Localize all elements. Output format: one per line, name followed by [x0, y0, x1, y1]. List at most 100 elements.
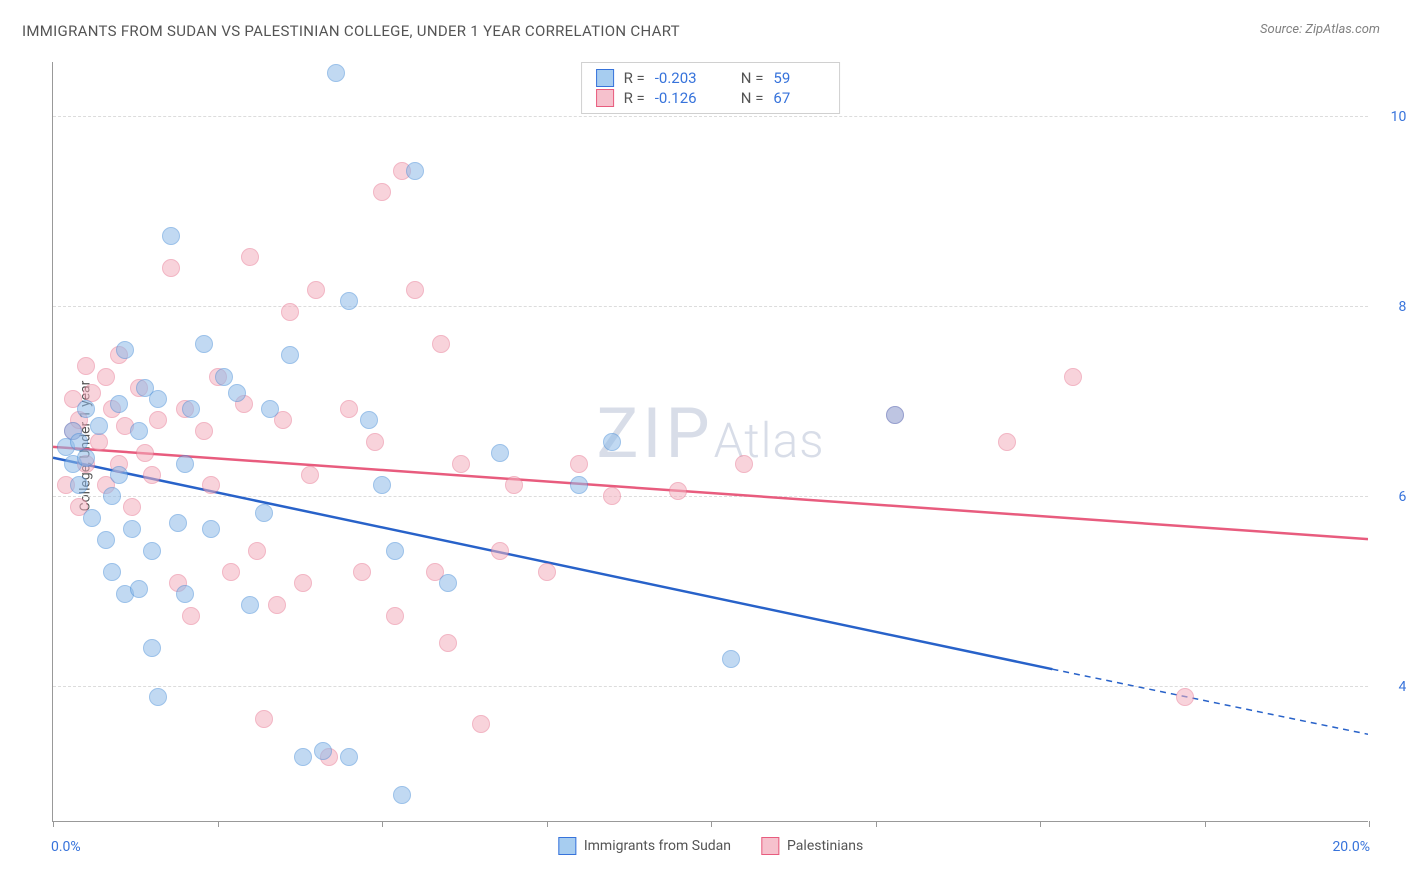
scatter-point — [1176, 688, 1194, 706]
scatter-point — [195, 335, 213, 353]
source-credit: Source: ZipAtlas.com — [1260, 22, 1380, 37]
scatter-point — [314, 742, 332, 760]
scatter-point — [202, 476, 220, 494]
scatter-point — [472, 715, 490, 733]
scatter-point — [491, 444, 509, 462]
scatter-point — [406, 281, 424, 299]
scatter-point — [162, 259, 180, 277]
scatter-point — [97, 531, 115, 549]
scatter-point — [281, 346, 299, 364]
scatter-point — [215, 368, 233, 386]
scatter-point — [195, 422, 213, 440]
scatter-point — [136, 444, 154, 462]
scatter-point — [386, 542, 404, 560]
y-tick-label: 82.5% — [1376, 299, 1406, 315]
watermark: ZIPAtlas — [596, 392, 824, 474]
scatter-point — [97, 368, 115, 386]
scatter-point — [77, 449, 95, 467]
x-tick — [1205, 821, 1206, 827]
x-tick — [1040, 821, 1041, 827]
swatch-icon — [596, 89, 614, 107]
scatter-point — [123, 520, 141, 538]
scatter-point — [130, 580, 148, 598]
scatter-point — [340, 292, 358, 310]
scatter-point — [432, 335, 450, 353]
scatter-point — [241, 596, 259, 614]
scatter-point — [169, 514, 187, 532]
scatter-point — [735, 455, 753, 473]
scatter-point — [603, 433, 621, 451]
scatter-point — [182, 400, 200, 418]
scatter-point — [373, 476, 391, 494]
scatter-point — [110, 395, 128, 413]
gridline: 82.5% — [53, 306, 1368, 307]
scatter-point — [83, 509, 101, 527]
scatter-point — [77, 400, 95, 418]
x-tick — [711, 821, 712, 827]
scatter-point — [722, 650, 740, 668]
scatter-point — [255, 504, 273, 522]
gridline: 100.0% — [53, 116, 1368, 117]
x-tick — [547, 821, 548, 827]
scatter-point — [538, 563, 556, 581]
scatter-point — [103, 563, 121, 581]
scatter-point — [241, 248, 259, 266]
x-tick — [218, 821, 219, 827]
scatter-point — [176, 455, 194, 473]
scatter-point — [406, 162, 424, 180]
scatter-point — [222, 563, 240, 581]
scatter-point — [393, 786, 411, 804]
scatter-point — [176, 585, 194, 603]
scatter-point — [327, 64, 345, 82]
scatter-point — [116, 341, 134, 359]
scatter-point — [998, 433, 1016, 451]
x-tick — [876, 821, 877, 827]
scatter-point — [570, 476, 588, 494]
scatter-point — [373, 183, 391, 201]
scatter-point — [294, 748, 312, 766]
scatter-point — [143, 542, 161, 560]
scatter-point — [603, 487, 621, 505]
scatter-point — [505, 476, 523, 494]
scatter-point — [1064, 368, 1082, 386]
scatter-point — [360, 411, 378, 429]
scatter-point — [268, 596, 286, 614]
scatter-point — [110, 466, 128, 484]
scatter-point — [340, 748, 358, 766]
legend-label: Immigrants from Sudan — [584, 838, 731, 854]
swatch-icon — [558, 837, 576, 855]
swatch-icon — [761, 837, 779, 855]
scatter-point — [149, 688, 167, 706]
scatter-point — [202, 520, 220, 538]
gridline: 65.0% — [53, 496, 1368, 497]
scatter-point — [149, 390, 167, 408]
scatter-point — [294, 574, 312, 592]
scatter-point — [439, 574, 457, 592]
scatter-point — [439, 634, 457, 652]
gridline: 47.5% — [53, 686, 1368, 687]
trend-lines — [53, 62, 1368, 821]
scatter-point — [182, 607, 200, 625]
x-axis-min-label: 0.0% — [51, 839, 81, 855]
y-tick-label: 100.0% — [1376, 109, 1406, 125]
scatter-point — [103, 487, 121, 505]
scatter-point — [353, 563, 371, 581]
scatter-point — [255, 710, 273, 728]
scatter-point — [886, 406, 904, 424]
legend-row-pink: R = -0.126 N = 67 — [596, 88, 826, 108]
y-tick-label: 47.5% — [1376, 679, 1406, 695]
legend-item-palestinian: Palestinians — [761, 837, 863, 855]
scatter-point — [162, 227, 180, 245]
scatter-point — [143, 639, 161, 657]
legend-item-sudan: Immigrants from Sudan — [558, 837, 731, 855]
scatter-point — [340, 400, 358, 418]
scatter-point — [90, 417, 108, 435]
swatch-icon — [596, 69, 614, 87]
scatter-point — [570, 455, 588, 473]
x-tick — [382, 821, 383, 827]
scatter-point — [90, 433, 108, 451]
scatter-point — [149, 411, 167, 429]
x-axis-max-label: 20.0% — [1332, 839, 1370, 855]
scatter-point — [143, 466, 161, 484]
scatter-point — [228, 384, 246, 402]
